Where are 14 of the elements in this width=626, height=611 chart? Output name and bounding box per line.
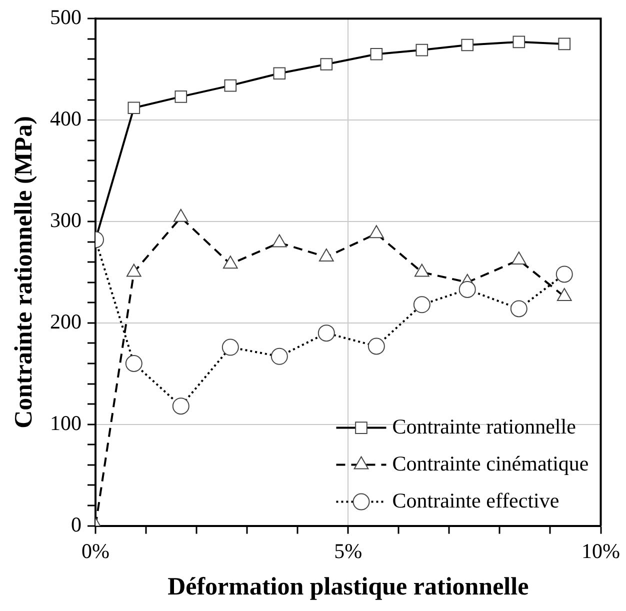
- x-axis-title: Déformation plastique rationnelle: [168, 573, 529, 600]
- y-tick-label: 300: [50, 208, 82, 232]
- y-tick-label: 500: [50, 5, 82, 30]
- legend-label: Contrainte effective: [392, 488, 560, 512]
- legend-label: Contrainte rationnelle: [392, 414, 576, 438]
- x-tick-label: 0%: [82, 538, 110, 563]
- y-tick-label: 0: [71, 512, 82, 536]
- x-tick-label: 5%: [334, 538, 362, 563]
- y-axis-title: Contrainte rationnelle (MPa): [10, 116, 38, 428]
- x-tick-label: 10%: [582, 538, 620, 563]
- legend-label: Contrainte cinématique: [392, 451, 589, 476]
- y-tick-label: 100: [50, 410, 82, 435]
- y-tick-label: 200: [50, 309, 82, 334]
- y-tick-label: 400: [50, 106, 82, 131]
